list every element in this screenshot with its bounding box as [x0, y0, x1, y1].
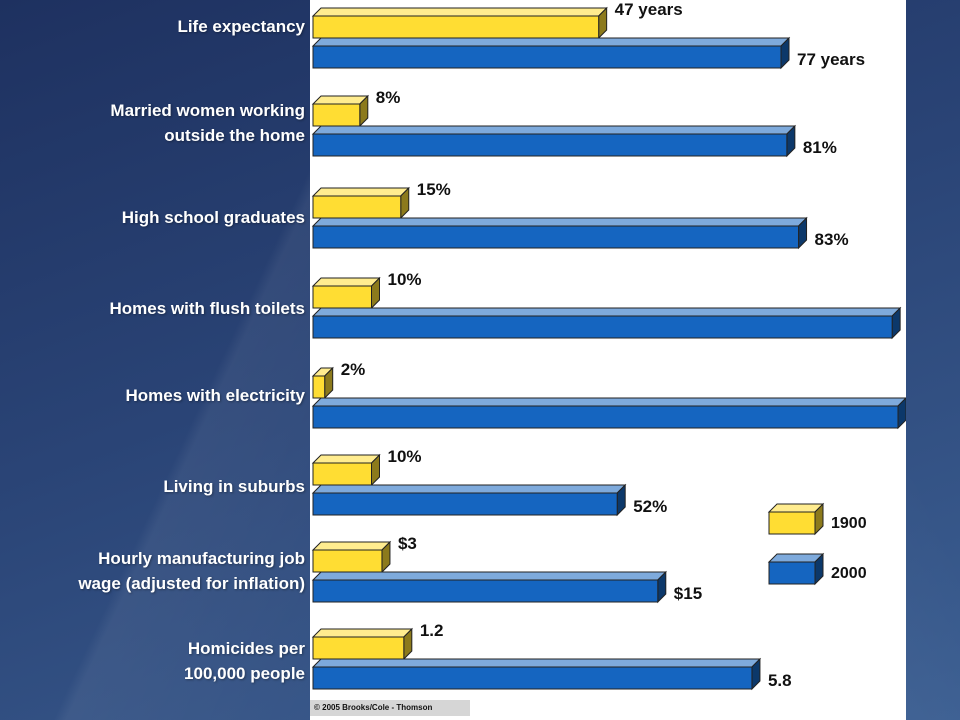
- data-label-2000-5: 52%: [633, 497, 667, 516]
- bar-1900-1: [312, 103, 361, 127]
- data-label-1900-1: 8%: [376, 88, 401, 107]
- bar-2000-1: [312, 133, 788, 157]
- category-label-manufacturing-wage: Hourly manufacturing job wage (adjusted …: [78, 549, 305, 593]
- bar-2000-3-top: [311, 307, 902, 317]
- bar-2000-7: [312, 666, 753, 690]
- bar-1900-0: [312, 15, 600, 39]
- bar-2000-4-top: [311, 397, 906, 407]
- bar-1900-5-top: [311, 454, 381, 464]
- bar-1900-3-top: [311, 277, 381, 287]
- legend-swatch-1900-top: [767, 503, 825, 513]
- bar-1900-2: [312, 195, 402, 219]
- bar-2000-0-top: [311, 37, 791, 47]
- bar-2000-5-top: [311, 484, 627, 494]
- data-label-1900-3: 10%: [388, 270, 422, 289]
- data-label-2000-2: 83%: [815, 230, 849, 249]
- data-label-1900-7: 1.2: [420, 621, 444, 640]
- data-label-2000-7: 5.8: [768, 671, 792, 690]
- legend-swatch-2000: [768, 561, 816, 585]
- bar-chart: 47 years 77 years 8% 81% 15% 83% 10% 2% 10% 52% $3…: [311, 0, 906, 691]
- data-label-1900-0: 47 years: [615, 0, 683, 19]
- data-label-1900-6: $3: [398, 534, 417, 553]
- category-label-life-expectancy: Life expectancy: [177, 17, 305, 36]
- data-label-2000-0: 77 years: [797, 50, 865, 69]
- bar-2000-5: [312, 492, 618, 516]
- bar-2000-2: [312, 225, 800, 249]
- bar-2000-3: [312, 315, 893, 339]
- category-label-suburbs: Living in suburbs: [163, 477, 305, 496]
- chart-panel: 47 years 77 years 8% 81% 15% 83% 10% 2% 10% 52% $3…: [310, 0, 906, 720]
- data-label-2000-6: $15: [674, 584, 702, 603]
- data-label-1900-5: 10%: [388, 447, 422, 466]
- bar-1900-4: [312, 375, 326, 399]
- bar-1900-7: [312, 636, 405, 660]
- category-label-flush-toilets: Homes with flush toilets: [109, 299, 305, 318]
- legend-swatch-1900: [768, 511, 816, 535]
- bar-1900-6-top: [311, 541, 392, 551]
- legend-swatch-2000-top: [767, 553, 825, 563]
- bar-1900-2-top: [311, 187, 410, 197]
- category-label-electricity: Homes with electricity: [125, 386, 305, 405]
- bar-2000-6-top: [311, 571, 668, 581]
- bar-1900-1-top: [311, 95, 370, 105]
- bar-1900-3: [312, 285, 372, 309]
- bar-2000-0: [312, 45, 782, 69]
- bar-2000-1-top: [311, 125, 797, 135]
- bar-1900-7-top: [311, 628, 414, 638]
- legend-label-2000: 2000: [831, 565, 867, 582]
- category-labels: Life expectancy Married women working ou…: [0, 0, 305, 720]
- category-label-married-women: Married women working outside the home: [110, 101, 305, 145]
- data-label-2000-1: 81%: [803, 138, 837, 157]
- copyright-notice: © 2005 Brooks/Cole - Thomson: [310, 700, 470, 716]
- category-label-homicides: Homicides per 100,000 people: [184, 639, 305, 683]
- bar-2000-2-top: [311, 217, 808, 227]
- legend-label-1900: 1900: [831, 515, 867, 532]
- data-label-1900-2: 15%: [417, 180, 451, 199]
- category-label-high-school: High school graduates: [121, 208, 305, 227]
- bar-1900-5: [312, 462, 372, 486]
- data-label-1900-4: 2%: [341, 360, 366, 379]
- bar-2000-4: [312, 405, 899, 429]
- bar-2000-7-top: [311, 658, 762, 668]
- bar-2000-6: [312, 579, 659, 603]
- bar-1900-6: [312, 549, 383, 573]
- bar-1900-0-top: [311, 7, 608, 17]
